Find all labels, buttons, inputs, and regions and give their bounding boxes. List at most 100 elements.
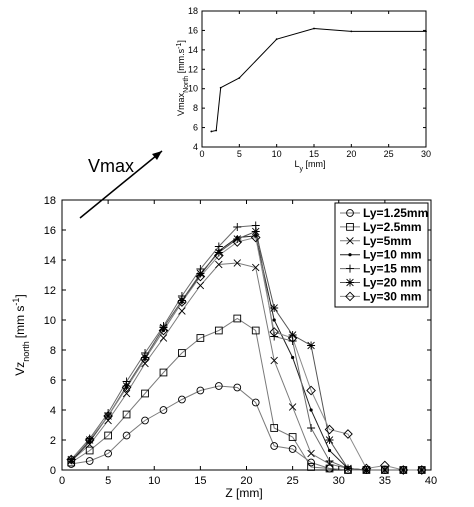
data-point — [306, 385, 316, 396]
data-point — [309, 408, 313, 412]
data-point — [417, 466, 426, 474]
y-tick-label: 2 — [50, 435, 56, 447]
inset-x-tick-label: 20 — [346, 149, 356, 159]
data-point — [362, 466, 371, 474]
data-point — [84, 435, 95, 445]
legend-entry: Ly=1.25mm — [363, 206, 428, 220]
legend-entry: Ly=10 mm — [363, 248, 422, 262]
data-point — [196, 334, 205, 342]
series-line-1 — [70, 317, 422, 471]
data-point — [291, 355, 295, 360]
main-y-axis-label: Vznorth[mm s-1] — [11, 294, 31, 376]
data-point — [122, 431, 131, 440]
data-point — [195, 271, 206, 282]
data-point — [398, 465, 409, 475]
inset-x-tick-label: 30 — [421, 149, 431, 159]
data-point — [287, 333, 298, 343]
x-tick-label: 15 — [194, 475, 206, 487]
data-point — [270, 356, 278, 365]
vmax-annotation-arrow — [79, 150, 163, 219]
data-point — [159, 323, 168, 332]
legend-entry: Ly=30 mm — [363, 289, 422, 303]
inset-x-tick-label: 10 — [272, 149, 282, 159]
vmax-arrow-head — [152, 151, 162, 160]
inset-data-point — [210, 130, 213, 133]
data-point — [288, 331, 297, 339]
x-tick-label: 20 — [240, 475, 252, 487]
inset-x-tick-label: 15 — [309, 149, 319, 159]
data-point — [121, 382, 132, 393]
data-point — [270, 424, 279, 432]
inset-data-point — [425, 30, 427, 33]
x-tick-label: 10 — [148, 475, 160, 487]
y-tick-label: 18 — [44, 195, 56, 207]
data-point — [104, 412, 113, 420]
data-point — [416, 465, 427, 475]
x-tick-label: 5 — [105, 475, 111, 487]
data-point — [141, 389, 149, 398]
inset-y-axis-label: VmaxNorth [mm.s-1] — [176, 40, 190, 116]
y-tick-label: 10 — [44, 315, 56, 327]
series-markers-5 — [67, 227, 426, 474]
data-point — [103, 411, 113, 421]
data-point — [122, 389, 131, 398]
data-point — [196, 386, 205, 395]
data-point — [104, 431, 112, 440]
data-point — [250, 232, 261, 243]
data-point — [270, 442, 279, 450]
data-point — [85, 457, 94, 465]
data-point — [325, 464, 334, 473]
data-point — [158, 325, 169, 336]
data-point — [325, 457, 334, 465]
inset-y-tick-label: 14 — [188, 45, 198, 55]
data-point — [215, 260, 223, 269]
data-point — [251, 227, 260, 236]
legend-marker — [346, 264, 354, 273]
inset-y-tick-label: 16 — [188, 25, 198, 35]
inset-chart: 0 5 10 15 20 25 30 4 6 8 10 12 14 16 18 Ly [mm] VmaxN… — [176, 6, 432, 173]
data-point — [343, 464, 352, 473]
y-tick-label: 4 — [50, 405, 56, 417]
data-point — [233, 259, 241, 267]
y-tick-label: 16 — [44, 225, 56, 237]
inset-x-tick-label: 0 — [199, 149, 204, 159]
inset-y-tick-label: 18 — [188, 6, 198, 16]
data-point — [85, 436, 94, 444]
data-point — [307, 341, 316, 350]
data-point — [196, 269, 205, 278]
data-point — [233, 235, 242, 243]
series-markers-6 — [66, 232, 427, 475]
data-point — [159, 406, 168, 414]
data-point — [178, 307, 186, 315]
vmax-annotation-label: Vmax — [88, 156, 134, 176]
data-point — [140, 354, 150, 364]
data-point — [141, 353, 150, 362]
data-point — [178, 349, 186, 357]
data-point — [361, 463, 372, 474]
legend-marker — [346, 237, 354, 245]
data-point — [254, 234, 258, 238]
legend-marker — [346, 278, 354, 287]
data-point — [307, 463, 315, 471]
data-point — [196, 281, 205, 290]
inset-y-tick-label: 10 — [188, 84, 198, 94]
data-point — [307, 449, 315, 458]
data-point — [251, 398, 260, 407]
inset-y-tick-label: 12 — [188, 64, 198, 74]
data-point — [67, 455, 76, 464]
legend-entry: Ly=15 mm — [363, 262, 422, 276]
data-point — [159, 334, 168, 342]
legend-marker — [345, 291, 355, 302]
series-line-0 — [71, 385, 422, 471]
data-point — [232, 237, 243, 247]
y-tick-label: 6 — [50, 375, 56, 387]
data-point — [288, 445, 297, 453]
data-point — [214, 382, 223, 390]
inset-data-point — [275, 38, 278, 41]
data-point — [177, 297, 187, 307]
data-point — [66, 454, 77, 465]
data-point — [251, 326, 260, 335]
